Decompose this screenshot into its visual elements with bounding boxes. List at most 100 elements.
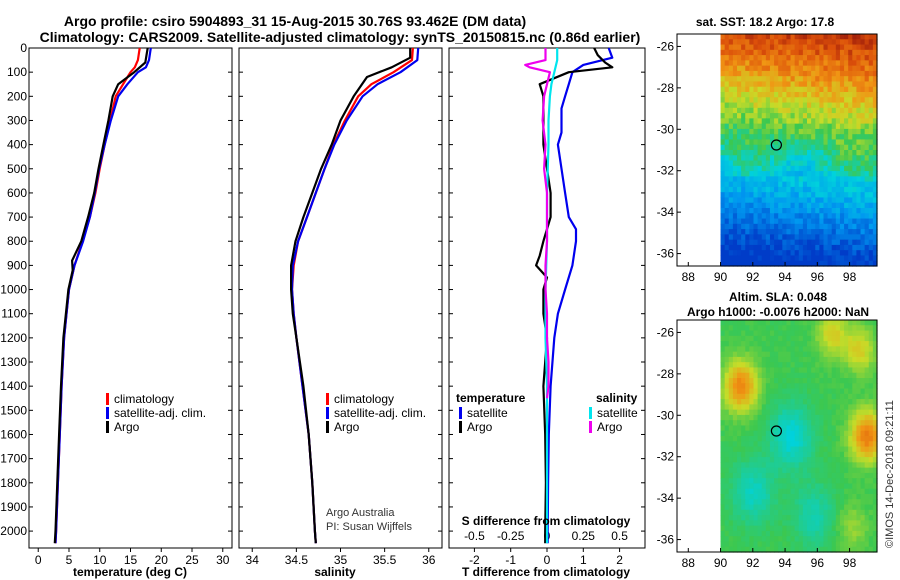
heatmap-cell bbox=[872, 176, 878, 183]
heatmap-cell bbox=[827, 372, 833, 379]
heatmap-cell bbox=[720, 218, 726, 225]
heatmap-cell bbox=[761, 509, 767, 516]
heatmap-cell bbox=[786, 181, 792, 188]
heatmap-cell bbox=[774, 113, 779, 119]
heatmap-cell bbox=[868, 383, 874, 390]
heatmap-cell bbox=[811, 404, 816, 411]
heatmap-cell bbox=[815, 213, 820, 220]
heatmap-cell bbox=[732, 65, 738, 72]
heatmap-cell bbox=[745, 118, 750, 125]
heatmap-cell bbox=[732, 139, 738, 146]
heatmap-cell bbox=[852, 451, 858, 458]
heatmap-cell bbox=[835, 176, 841, 183]
heatmap-cell bbox=[757, 472, 763, 479]
heatmap-cell bbox=[848, 414, 853, 421]
heatmap-cell bbox=[802, 186, 808, 193]
heatmap-cell bbox=[860, 113, 866, 119]
heatmap-cell bbox=[856, 165, 862, 172]
heatmap-cell bbox=[728, 144, 734, 151]
heatmap-cell bbox=[761, 176, 767, 183]
heatmap-cell bbox=[802, 335, 808, 342]
heatmap-cell bbox=[852, 346, 858, 353]
heatmap-cell bbox=[786, 546, 792, 553]
heatmap-cell bbox=[807, 86, 812, 93]
heatmap-cell bbox=[868, 509, 874, 516]
heatmap-cell bbox=[728, 81, 734, 88]
sla-map-lat-axis: -26-28-30-32-34-36 bbox=[657, 325, 681, 547]
heatmap-cell bbox=[745, 520, 750, 527]
salinity-legend: climatology satellite-adj. clim. Argo bbox=[326, 392, 426, 434]
heatmap-cell bbox=[852, 171, 858, 177]
heatmap-cell bbox=[745, 472, 750, 479]
heatmap-cell bbox=[835, 504, 841, 511]
heatmap-cell bbox=[774, 341, 779, 347]
heatmap-cell bbox=[872, 541, 878, 548]
heatmap-cell bbox=[864, 483, 870, 490]
heatmap-cell bbox=[798, 86, 804, 93]
heatmap-cell bbox=[749, 86, 755, 93]
heatmap-cell bbox=[807, 107, 812, 114]
heatmap-cell bbox=[798, 97, 804, 104]
heatmap-cell bbox=[786, 494, 792, 500]
heatmap-cell bbox=[741, 420, 746, 427]
heatmap-cell bbox=[864, 55, 870, 61]
heatmap-cell bbox=[819, 341, 825, 347]
heatmap-cell bbox=[852, 118, 858, 125]
heatmap-cell bbox=[749, 49, 755, 56]
heatmap-cell bbox=[872, 113, 878, 119]
heatmap-cell bbox=[765, 451, 771, 458]
heatmap-cell bbox=[831, 160, 837, 167]
heatmap-cell bbox=[749, 202, 755, 209]
heatmap-cell bbox=[761, 97, 767, 104]
heatmap-cell bbox=[807, 541, 812, 548]
heatmap-cell bbox=[757, 44, 763, 51]
heatmap-cell bbox=[798, 341, 804, 347]
heatmap-cell bbox=[765, 388, 771, 395]
heatmap-cell bbox=[753, 192, 759, 199]
heatmap-cell bbox=[868, 202, 874, 209]
heatmap-cell bbox=[831, 102, 837, 109]
heatmap-cell bbox=[802, 118, 808, 125]
heatmap-cell bbox=[872, 441, 878, 448]
heatmap-cell bbox=[798, 102, 804, 109]
heatmap-cell bbox=[786, 399, 792, 405]
heatmap-cell bbox=[872, 367, 878, 374]
heatmap-cell bbox=[827, 39, 833, 46]
heatmap-cell bbox=[831, 250, 837, 257]
heatmap-cell bbox=[757, 378, 763, 384]
heatmap-cell bbox=[864, 160, 870, 167]
heatmap-cell bbox=[868, 378, 874, 384]
heatmap-cell bbox=[724, 462, 730, 469]
heatmap-cell bbox=[737, 499, 742, 506]
heatmap-cell bbox=[761, 202, 767, 209]
heatmap-cell bbox=[774, 39, 779, 46]
heatmap-cell bbox=[720, 244, 726, 251]
credit-line2: PI: Susan Wijffels bbox=[326, 521, 412, 533]
heatmap-cell bbox=[728, 488, 734, 495]
heatmap-cell bbox=[844, 530, 849, 537]
heatmap-cell bbox=[827, 335, 833, 342]
heatmap-cell bbox=[823, 44, 829, 51]
heatmap-cell bbox=[724, 97, 730, 104]
heatmap-cell bbox=[852, 250, 858, 257]
heatmap-cell bbox=[790, 499, 796, 506]
heatmap-cell bbox=[811, 49, 816, 56]
heatmap-cell bbox=[720, 44, 726, 51]
heatmap-cell bbox=[835, 520, 841, 527]
heatmap-cell bbox=[724, 499, 730, 506]
heatmap-cell bbox=[819, 118, 825, 125]
heatmap-cell bbox=[852, 472, 858, 479]
heatmap-cell bbox=[807, 530, 812, 537]
heatmap-cell bbox=[753, 546, 759, 553]
heatmap-cell bbox=[839, 139, 845, 146]
heatmap-cell bbox=[827, 223, 833, 230]
heatmap-cell bbox=[798, 250, 804, 257]
heatmap-cell bbox=[860, 250, 866, 257]
heatmap-cell bbox=[860, 330, 866, 337]
heatmap-cell bbox=[778, 76, 783, 83]
heatmap-cell bbox=[741, 325, 746, 332]
heatmap-cell bbox=[728, 118, 734, 125]
heatmap-cell bbox=[852, 504, 858, 511]
heatmap-cell bbox=[798, 515, 804, 521]
